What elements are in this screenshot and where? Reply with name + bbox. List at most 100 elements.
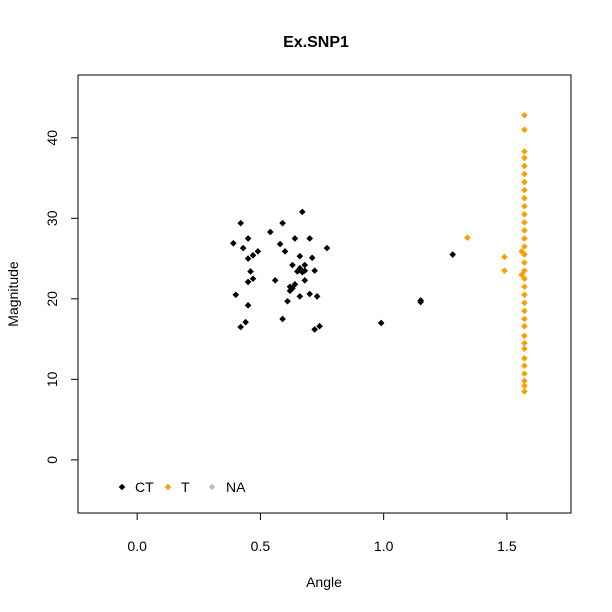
- data-point-t: [501, 267, 508, 274]
- x-tick-label: 0.0: [127, 538, 147, 554]
- data-point-ct: [286, 283, 294, 291]
- data-point-ct: [289, 285, 296, 292]
- x-tick-label: 0.5: [251, 538, 271, 554]
- data-point-ct: [266, 228, 274, 236]
- y-tick-label: 40: [44, 130, 60, 146]
- data-point-ct: [237, 219, 244, 227]
- data-point-ct: [449, 251, 456, 258]
- data-point-ct: [306, 290, 314, 298]
- data-point-t: [521, 291, 528, 299]
- data-points: [229, 111, 528, 395]
- y-axis-label: Magnitude: [5, 261, 21, 327]
- data-point-ct: [289, 261, 296, 269]
- legend-label-na: NA: [226, 479, 246, 495]
- x-tick-label: 1.5: [497, 538, 517, 554]
- data-point-t: [521, 202, 528, 210]
- data-point-ct: [279, 219, 286, 227]
- data-point-ct: [254, 248, 262, 255]
- y-tick-label: 30: [44, 210, 60, 226]
- data-point-ct: [291, 281, 299, 288]
- y-axis: 0 10 20 30 40: [44, 130, 79, 464]
- data-point-ct: [377, 319, 385, 327]
- y-tick-label: 20: [44, 291, 60, 307]
- data-point-t: [521, 345, 528, 353]
- data-point-t: [521, 235, 528, 242]
- legend-marker-na: [208, 483, 216, 491]
- data-point-ct: [271, 277, 279, 284]
- data-point-ct: [249, 275, 257, 283]
- data-point-t: [521, 370, 528, 378]
- data-point-t: [521, 227, 528, 234]
- data-point-t: [464, 234, 471, 241]
- data-point-ct: [244, 255, 252, 262]
- data-point-ct: [237, 323, 244, 331]
- data-point-t: [521, 275, 528, 283]
- data-point-t: [521, 162, 528, 170]
- data-point-ct: [276, 240, 284, 248]
- data-point-ct: [279, 315, 286, 323]
- data-point-t: [521, 178, 528, 186]
- data-point-ct: [301, 267, 309, 274]
- x-axis-label: Angle: [306, 574, 342, 590]
- data-point-ct: [417, 298, 424, 306]
- y-tick-label: 10: [44, 371, 60, 387]
- data-point-t: [521, 186, 528, 194]
- legend-label-t: T: [181, 479, 190, 495]
- data-point-ct: [244, 278, 252, 286]
- data-point-t: [521, 307, 528, 315]
- data-point-ct: [296, 293, 304, 300]
- data-point-t: [521, 219, 528, 226]
- data-point-t: [521, 251, 528, 258]
- y-tick-label: 0: [44, 456, 60, 464]
- x-tick-label: 1.0: [374, 538, 394, 554]
- data-point-ct: [286, 287, 294, 295]
- data-point-t: [521, 243, 528, 250]
- data-point-ct: [311, 326, 318, 333]
- data-point-t: [501, 253, 508, 261]
- data-point-t: [521, 111, 528, 119]
- data-point-t: [521, 362, 528, 369]
- data-point-ct: [281, 248, 289, 255]
- data-point-t: [521, 315, 528, 323]
- data-point-ct: [301, 277, 309, 284]
- data-point-t: [521, 126, 528, 134]
- data-point-t: [521, 355, 528, 362]
- data-point-t: [521, 148, 528, 155]
- data-point-t: [521, 332, 528, 340]
- data-point-ct: [284, 297, 291, 305]
- legend-marker-ct: [118, 483, 126, 491]
- data-point-ct: [242, 318, 249, 326]
- data-point-t: [521, 259, 528, 266]
- data-point-ct: [323, 244, 331, 252]
- legend-label-ct: CT: [135, 479, 154, 495]
- data-point-ct: [316, 322, 323, 330]
- data-point-t: [521, 210, 528, 218]
- data-point-ct: [308, 254, 316, 262]
- data-point-ct: [244, 235, 252, 242]
- x-axis: 0.0 0.5 1.0 1.5: [127, 512, 517, 554]
- data-point-ct: [247, 268, 254, 275]
- data-point-ct: [301, 261, 309, 269]
- data-point-t: [521, 382, 528, 390]
- data-point-t: [521, 267, 528, 274]
- data-point-t: [521, 170, 528, 178]
- data-point-t: [521, 322, 528, 330]
- data-point-t: [521, 299, 528, 307]
- data-point-ct: [296, 252, 304, 260]
- data-point-ct: [299, 208, 306, 216]
- data-point-t: [518, 271, 525, 278]
- data-point-t: [521, 283, 528, 291]
- legend-marker-t: [164, 483, 172, 491]
- data-point-t: [521, 194, 528, 202]
- data-point-t: [521, 388, 528, 395]
- plot-box: [77, 74, 572, 514]
- data-point-ct: [229, 239, 237, 247]
- legend: CT T NA: [118, 479, 246, 495]
- data-point-ct: [249, 252, 257, 259]
- data-point-ct: [239, 244, 247, 252]
- data-point-t: [521, 154, 528, 162]
- data-point-t: [521, 339, 528, 347]
- data-point-ct: [291, 235, 299, 242]
- data-point-ct: [232, 291, 240, 299]
